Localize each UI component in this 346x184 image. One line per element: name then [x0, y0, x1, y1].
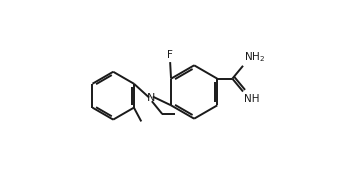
Text: NH$_2$: NH$_2$ [244, 50, 265, 64]
Text: F: F [167, 50, 173, 60]
Text: N: N [147, 93, 155, 103]
Text: NH: NH [244, 94, 260, 104]
